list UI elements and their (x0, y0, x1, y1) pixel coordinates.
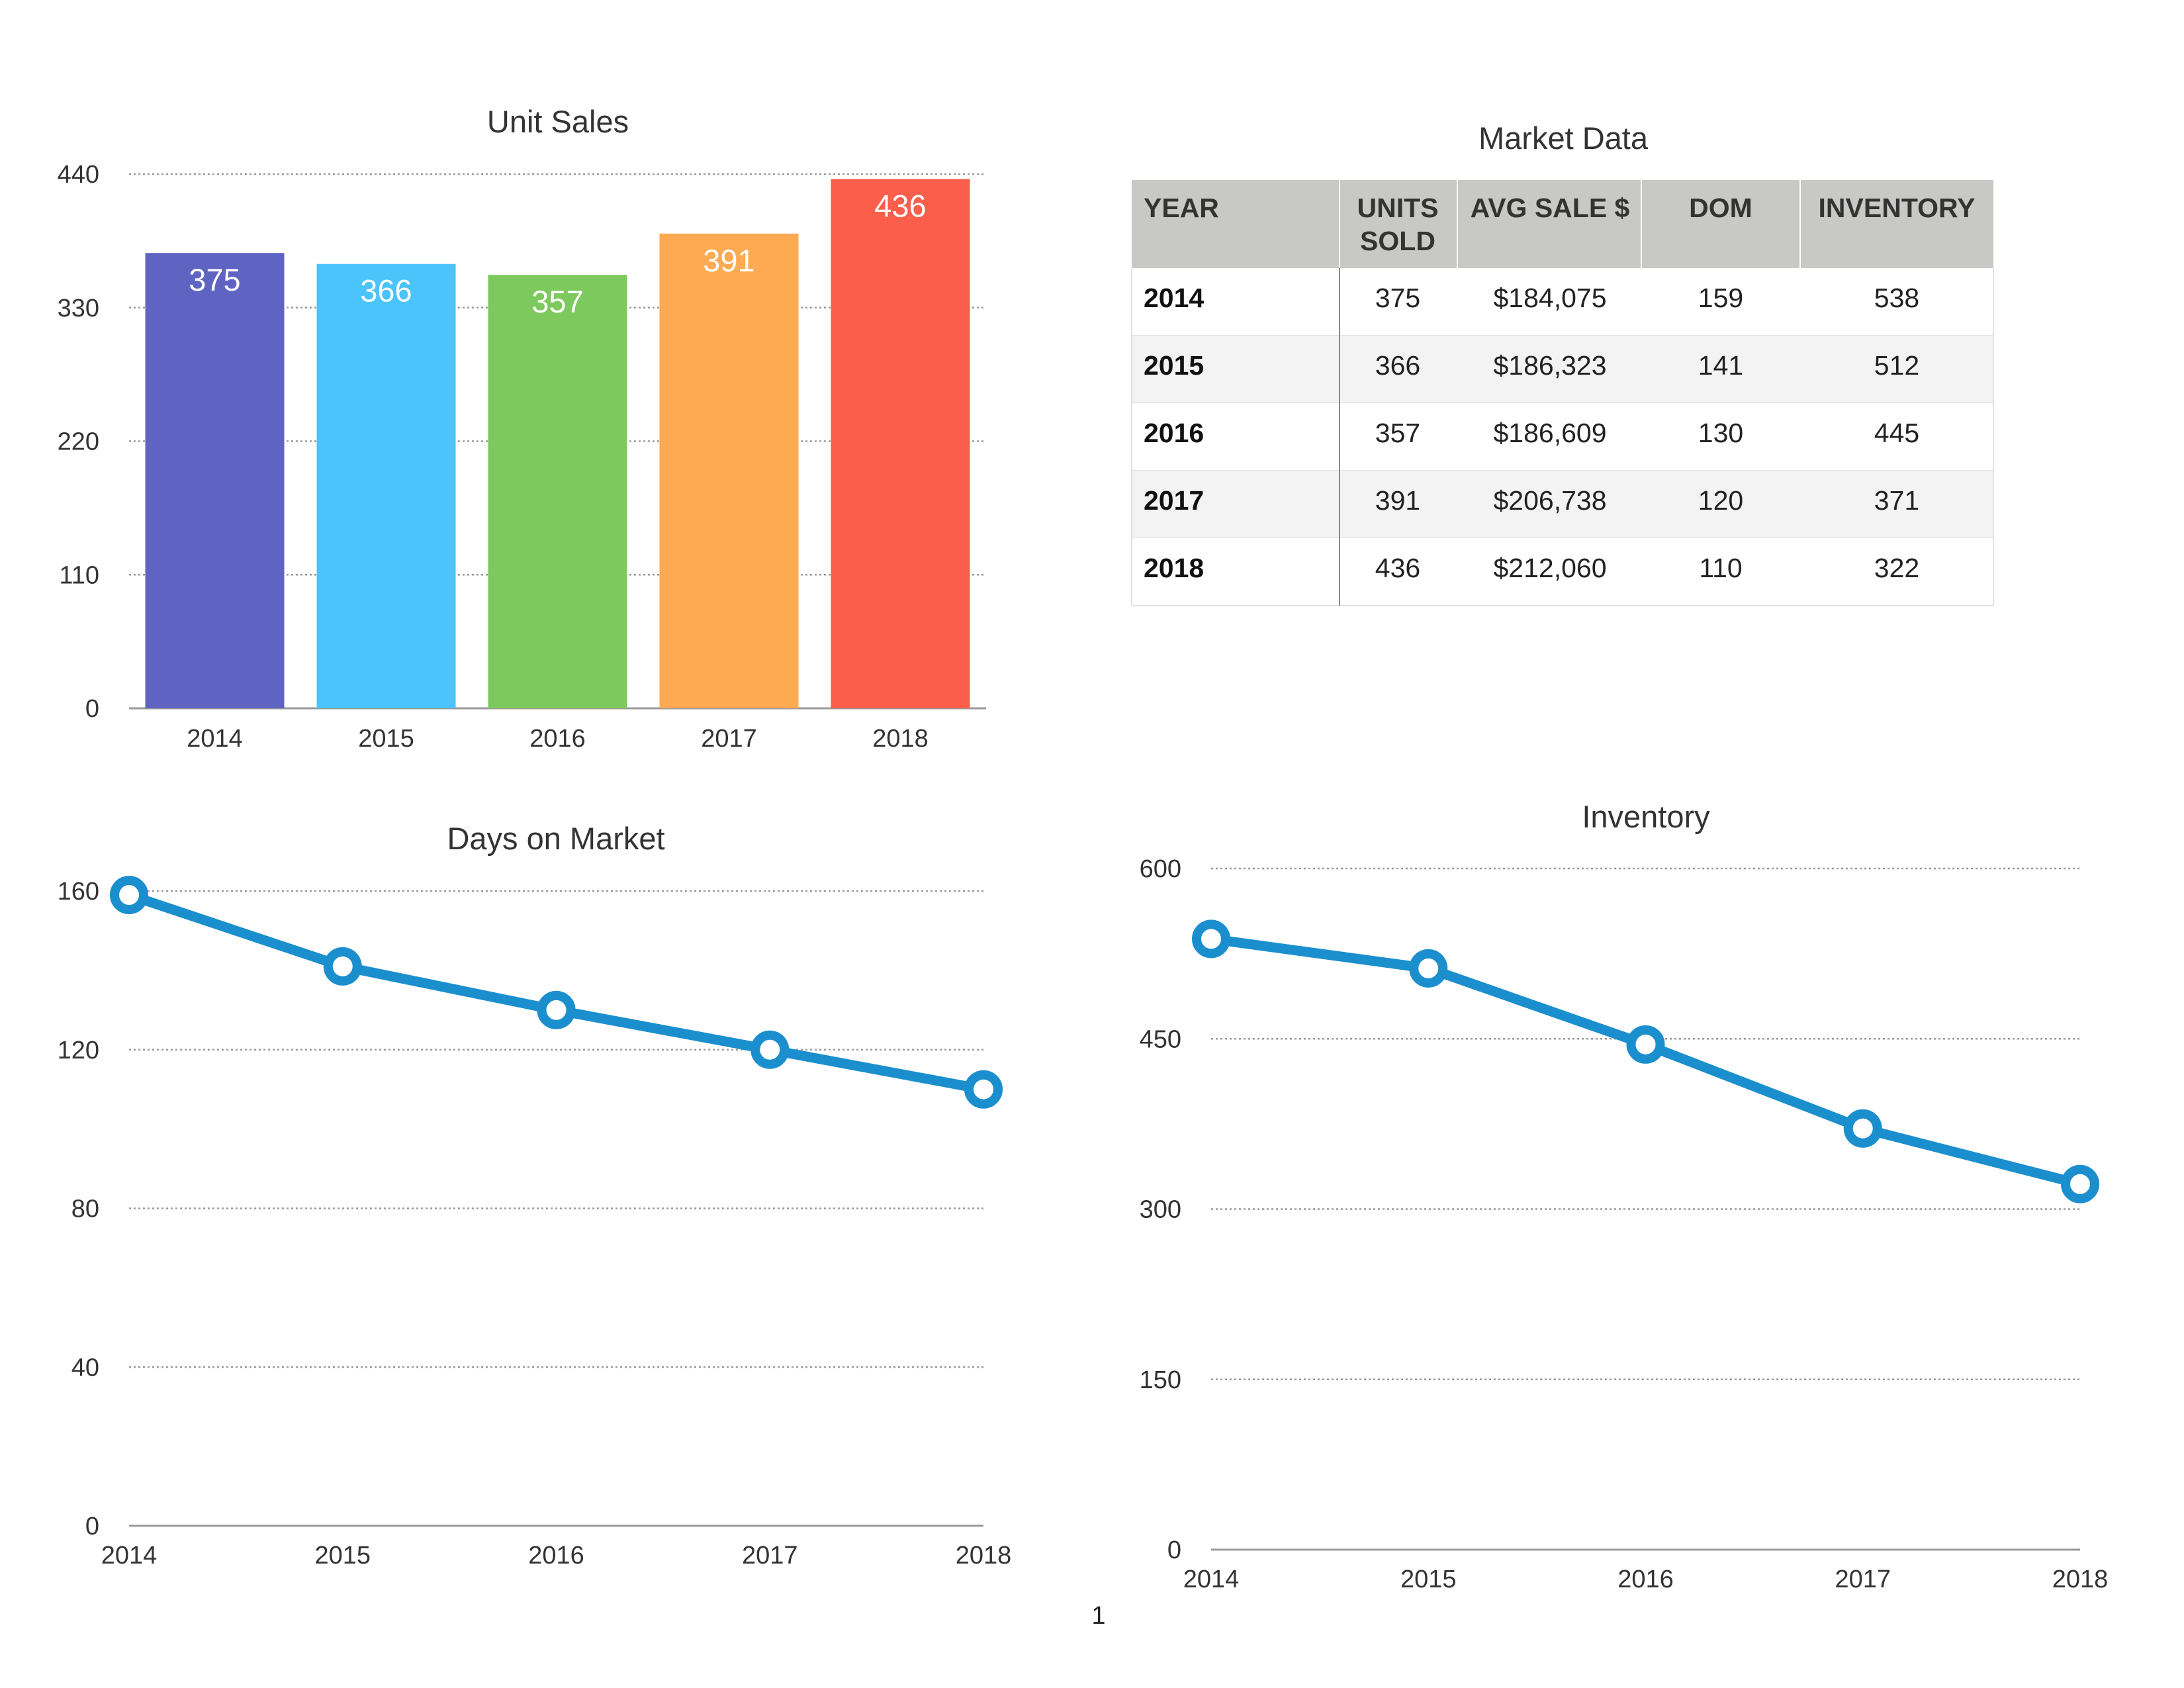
x-tick-label: 2014 (1183, 1566, 1240, 1593)
bar-2018 (831, 179, 970, 708)
x-tick-label: 2014 (101, 1542, 158, 1570)
table-title: Market Data (1479, 120, 1649, 156)
table-cell: 538 (1874, 283, 1919, 313)
table-cell: $186,609 (1493, 418, 1606, 448)
data-point-2018 (964, 1070, 1003, 1109)
y-tick-label: 150 (1140, 1366, 1181, 1394)
y-tick-label: 300 (1140, 1196, 1181, 1224)
chart-title: Days on Market (447, 821, 664, 856)
col-header-inventory: INVENTORY (1819, 193, 1976, 223)
data-point-2017 (1843, 1109, 1882, 1148)
col-header-year: YEAR (1144, 193, 1219, 223)
table-cell: 322 (1874, 553, 1919, 583)
bar-2016 (488, 275, 627, 708)
x-tick-label: 2018 (872, 725, 929, 753)
table-cell: 371 (1874, 485, 1919, 516)
data-point-2014 (110, 875, 148, 914)
table-header-row (1132, 180, 1993, 268)
y-tick-label: 110 (59, 561, 99, 589)
table-cell: $212,060 (1493, 553, 1606, 583)
bar-data-label: 366 (360, 273, 412, 308)
table-row (1132, 336, 1993, 403)
y-tick-label: 600 (1140, 855, 1181, 883)
x-tick-label: 2015 (358, 725, 414, 753)
y-tick-label: 0 (1167, 1536, 1181, 1564)
data-point-2016 (1626, 1025, 1665, 1064)
bar-2017 (659, 233, 799, 708)
x-tick-label: 2016 (528, 1542, 584, 1570)
col-header-units-sold-line: UNITS (1357, 193, 1439, 223)
table-cell: 391 (1375, 485, 1420, 516)
x-tick-label: 2015 (1400, 1566, 1457, 1593)
data-point-2015 (323, 947, 362, 986)
bar-data-label: 375 (189, 262, 240, 297)
y-tick-label: 80 (71, 1196, 99, 1223)
data-point-2016 (537, 990, 576, 1029)
bar-2015 (316, 263, 456, 708)
table-cell: 2018 (1144, 553, 1204, 583)
y-tick-label: 120 (58, 1037, 99, 1064)
col-header-dom: DOM (1689, 193, 1752, 223)
data-point-2014 (1192, 919, 1230, 959)
y-tick-label: 330 (58, 295, 99, 322)
table-row (1132, 403, 1993, 471)
days-on-market-line-chart: Days on Market 0 40 80 120 160 2014 2015 2016 201… (58, 821, 1012, 1570)
table-cell: 2014 (1144, 283, 1204, 313)
y-tick-label: 450 (1140, 1025, 1181, 1053)
y-tick-label: 0 (85, 695, 99, 723)
table-cell: 2016 (1144, 418, 1204, 448)
data-point-2015 (1409, 949, 1448, 988)
table-row (1132, 268, 1993, 336)
bar-2014 (145, 253, 285, 708)
bar-data-label: 357 (531, 284, 583, 319)
table-cell: $186,323 (1493, 350, 1606, 381)
table-cell: 110 (1699, 553, 1742, 583)
data-point-2018 (2061, 1164, 2099, 1203)
x-tick-label: 2014 (187, 725, 243, 753)
x-tick-label: 2018 (2052, 1566, 2109, 1593)
data-point-2017 (751, 1030, 790, 1069)
table-cell: 512 (1874, 350, 1919, 381)
table-cell: 445 (1874, 418, 1919, 448)
x-tick-label: 2018 (956, 1542, 1012, 1570)
table-cell: 2017 (1144, 485, 1204, 516)
table-cell: 2015 (1144, 350, 1204, 381)
y-tick-label: 440 (58, 161, 99, 189)
table-cell: 120 (1698, 485, 1743, 516)
x-tick-label: 2017 (701, 725, 757, 753)
x-tick-label: 2016 (529, 725, 586, 753)
col-header-avg-sale: AVG SALE $ (1471, 193, 1630, 223)
bar-data-label: 436 (874, 188, 926, 223)
chart-title: Inventory (1582, 799, 1710, 834)
page-number: 1 (1091, 1602, 1105, 1630)
market-data-table: Market Data YEAR UNITS SOLD AVG SALE $ DOM INV… (1131, 120, 1994, 606)
table-cell: $206,738 (1493, 485, 1606, 516)
table-cell: 436 (1375, 553, 1420, 583)
unit-sales-bar-chart: Unit Sales 0 110 220 330 440 375 2014 366 2015 357… (58, 104, 986, 753)
x-tick-label: 2017 (1835, 1566, 1891, 1593)
table-cell: 141 (1698, 350, 1743, 381)
table-cell: $184,075 (1493, 283, 1606, 313)
col-header-units-sold-line: SOLD (1360, 226, 1435, 256)
y-tick-label: 160 (58, 878, 99, 906)
table-cell: 357 (1375, 418, 1420, 448)
table-row (1132, 471, 1993, 538)
chart-title: Unit Sales (487, 104, 629, 139)
table-cell: 130 (1698, 418, 1743, 448)
y-tick-label: 220 (58, 428, 99, 456)
y-tick-label: 40 (71, 1354, 99, 1382)
table-row (1132, 538, 1993, 606)
inventory-line-chart: Inventory 0 150 300 450 600 2014 2015 2016 2017 20… (1140, 799, 2109, 1593)
x-tick-label: 2017 (742, 1542, 798, 1570)
table-cell: 159 (1698, 283, 1743, 313)
bar-data-label: 391 (703, 243, 754, 278)
table-cell: 366 (1375, 350, 1420, 381)
x-tick-label: 2016 (1617, 1566, 1674, 1593)
col-header-units-sold: UNITS SOLD (1357, 193, 1439, 256)
x-tick-label: 2015 (314, 1542, 371, 1570)
y-tick-label: 0 (85, 1513, 99, 1540)
table-cell: 375 (1375, 283, 1420, 313)
